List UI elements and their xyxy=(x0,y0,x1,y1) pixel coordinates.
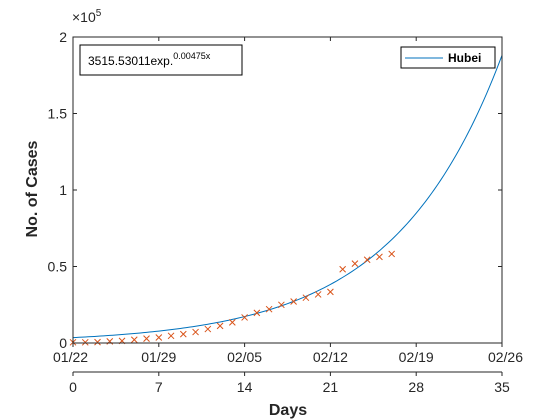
data-point-marker xyxy=(167,332,175,340)
y-exponent-label: ×105 xyxy=(72,8,102,25)
data-point-marker xyxy=(143,335,150,342)
fit-equation-box: 3515.53011exp.0.00475x xyxy=(79,44,243,76)
date-tick-label: 02/12 xyxy=(313,349,348,365)
data-point-marker xyxy=(204,325,212,333)
x-axis-label: Days xyxy=(269,402,307,419)
y-tick-label: 2 xyxy=(59,29,67,45)
legend-label-hubei: Hubei xyxy=(448,51,481,65)
data-point-marker xyxy=(192,328,199,336)
data-point-marker xyxy=(278,301,285,309)
data-point-marker xyxy=(179,330,187,338)
data-point-marker xyxy=(94,338,101,346)
data-point-marker xyxy=(265,305,273,313)
data-point-marker xyxy=(376,253,383,261)
date-tick-label: 01/22 xyxy=(53,349,88,365)
data-point-marker xyxy=(81,338,89,346)
data-point-marker xyxy=(216,322,224,330)
data-point-marker xyxy=(302,294,310,302)
data-point-marker xyxy=(228,318,236,326)
date-tick-label: 02/05 xyxy=(227,349,262,365)
y-tick-label: 1 xyxy=(59,182,67,198)
y-tick-label: 1.5 xyxy=(48,106,68,122)
data-point-marker xyxy=(388,250,396,258)
x-tick-label: 14 xyxy=(237,379,253,395)
y-tick-label: 0.5 xyxy=(48,259,68,275)
data-point-marker xyxy=(290,298,297,305)
series-line-hubei xyxy=(72,55,503,339)
data-point-marker xyxy=(241,314,248,321)
data-point-marker xyxy=(314,291,322,298)
x-tick-label: 35 xyxy=(494,379,510,395)
y-tick-label: 0 xyxy=(59,335,67,351)
data-point-marker xyxy=(351,260,359,267)
data-point-marker xyxy=(327,288,334,296)
data-point-marker xyxy=(155,334,163,341)
x-tick-label: 7 xyxy=(155,379,163,395)
data-point-marker xyxy=(339,265,347,273)
x-tick-label: 0 xyxy=(69,379,77,395)
plot-area-frame xyxy=(72,36,503,344)
date-tick-label: 02/19 xyxy=(399,349,434,365)
series-layer xyxy=(69,55,503,346)
data-point-marker xyxy=(363,256,371,264)
date-tick-label: 02/26 xyxy=(488,349,523,365)
x-tick-label: 21 xyxy=(323,379,339,395)
y-axis-label: No. of Cases xyxy=(24,140,41,237)
tick-layer: 0 0.5 1 1.5 2 01/22 01/29 02/05 02/12 02/19 02/26 0… xyxy=(48,29,524,395)
fit-equation: 3515.53011exp.0.00475x xyxy=(88,51,211,68)
date-tick-label: 01/29 xyxy=(141,349,176,365)
legend: Hubei xyxy=(400,46,496,69)
data-point-marker xyxy=(130,336,138,344)
x-tick-label: 28 xyxy=(408,379,424,395)
data-point-marker xyxy=(253,309,261,317)
